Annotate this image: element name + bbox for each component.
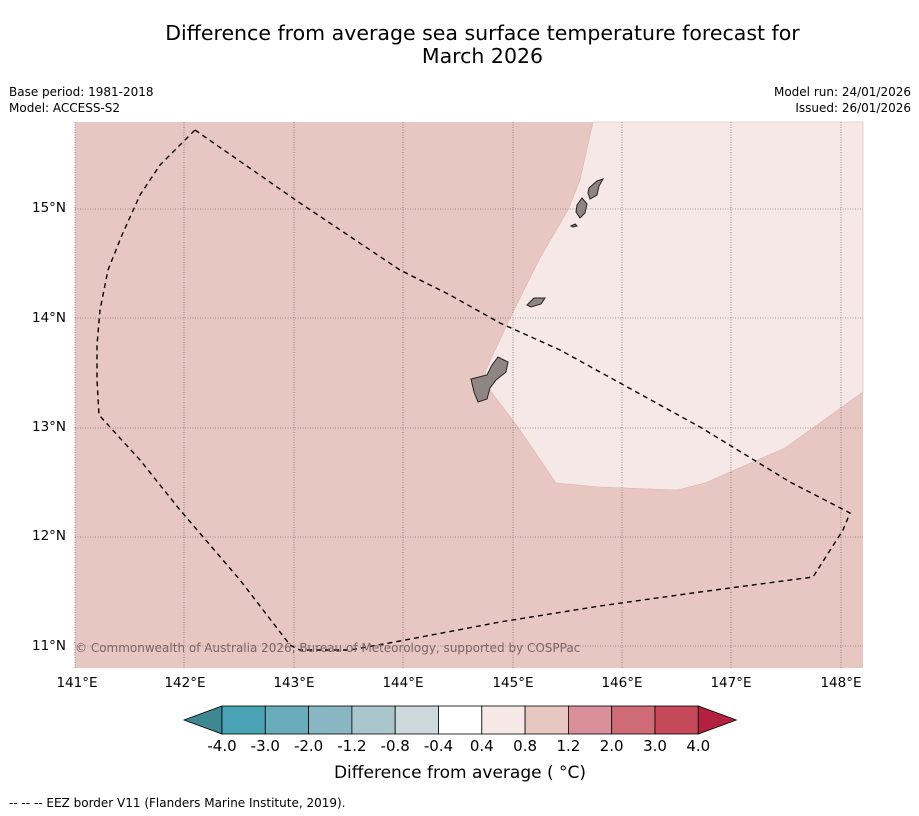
title-line-2: March 2026 [421,44,544,68]
guam-island [470,356,509,403]
lat-label-14n: 14°N [32,310,67,326]
lon-label-142e: 142°E [164,675,206,691]
lat-label-13n: 13°N [32,419,67,435]
meta-right: Model run: 24/01/2026 Issued: 26/01/2026 [774,84,911,116]
colorbar-segment [438,705,483,735]
chart-title: Difference from average sea surface temp… [120,22,845,68]
colorbar-tick-label: -2.0 [293,737,324,755]
issued-date: Issued: 26/01/2026 [795,101,911,115]
tinian-island [575,197,588,219]
colorbar-segment [308,705,353,735]
colorbar [182,705,738,735]
colorbar-segment [351,705,396,735]
lon-label-148e: 148°E [820,675,862,691]
colorbar-tick-label: 4.0 [686,737,711,755]
colorbar-tick-label: -3.0 [250,737,280,755]
colorbar-segment [481,705,526,735]
colorbar-extend-high [697,705,738,735]
lon-label-147e: 147°E [710,675,752,691]
title-line-1: Difference from average sea surface temp… [165,21,800,45]
colorbar-extend-low [182,705,223,735]
colorbar-segment [221,705,266,735]
lat-label-15n: 15°N [32,200,67,216]
colorbar-segment [524,705,569,735]
lat-label-12n: 12°N [32,528,67,544]
eez-legend-note: -- -- -- EEZ border V11 (Flanders Marine… [9,796,346,810]
model-run: Model run: 24/01/2026 [773,85,911,99]
eez-border [96,129,851,651]
colorbar-tick-label: 3.0 [643,737,667,755]
colorbar-tick-label: 2.0 [599,737,624,755]
copyright-notice: © Commonwealth of Australia 2026, Bureau… [75,641,581,655]
model-name: Model: ACCESS-S2 [9,101,121,115]
colorbar-tick-label: -0.4 [423,737,454,755]
lon-label-141e: 141°E [56,675,98,691]
rota-island [526,297,546,308]
colorbar-segment [568,705,613,735]
islands [470,178,605,403]
colorbar-segment [611,705,656,735]
meta-left: Base period: 1981-2018 Model: ACCESS-S2 [9,84,154,116]
base-period: Base period: 1981-2018 [9,85,154,99]
colorbar-tick-label: -1.2 [337,737,367,755]
lat-label-11n: 11°N [32,638,67,654]
aguijan-island [569,223,578,228]
lon-label-145e: 145°E [492,675,534,691]
colorbar-segment [654,705,699,735]
colorbar-tick-label: 0.4 [469,737,494,755]
grid-lines [74,122,863,668]
lon-label-146e: 146°E [601,675,643,691]
lon-label-143e: 143°E [273,675,315,691]
colorbar-tick-label: 0.8 [513,737,538,755]
colorbar-label: Difference from average ( °C) [333,763,587,783]
colorbar-segment [264,705,309,735]
colorbar-tick-label: -0.8 [380,737,410,755]
colorbar-segment [394,705,439,735]
saipan-island [587,178,605,200]
colorbar-tick-label: -4.0 [207,737,237,755]
lon-label-144e: 144°E [382,675,424,691]
colorbar-tick-label: 1.2 [556,737,581,755]
